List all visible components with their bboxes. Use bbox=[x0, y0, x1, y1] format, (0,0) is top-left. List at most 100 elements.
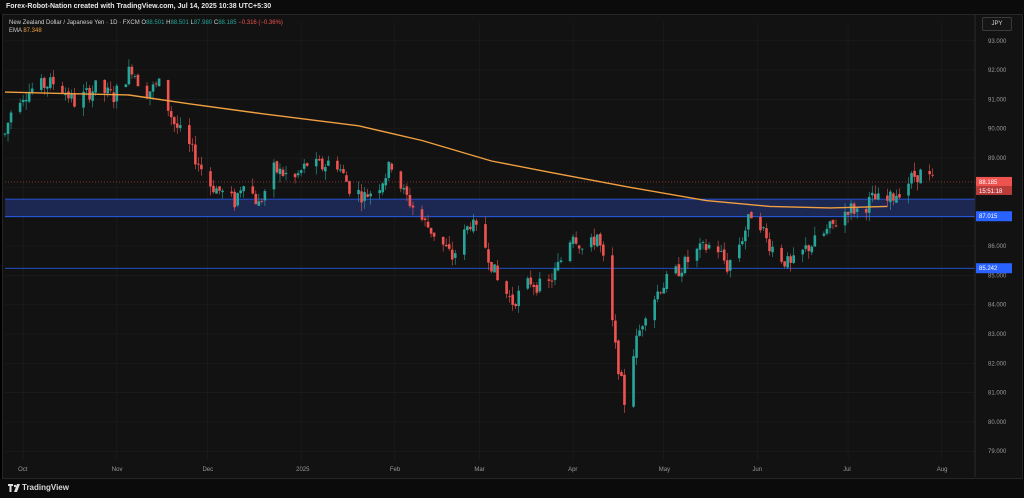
candle-body bbox=[278, 168, 282, 175]
candle-body bbox=[674, 266, 678, 274]
candle-body bbox=[496, 265, 499, 281]
candle-body bbox=[402, 188, 406, 190]
x-tick-label: Apr bbox=[568, 467, 577, 473]
candle-body bbox=[783, 261, 786, 267]
candle-body bbox=[469, 226, 472, 230]
candle-body bbox=[849, 203, 853, 214]
candle-body bbox=[719, 250, 723, 252]
candle-body bbox=[408, 195, 412, 207]
candle-body bbox=[175, 123, 179, 128]
candle-body bbox=[172, 117, 176, 125]
candle-body bbox=[589, 237, 593, 248]
candle-body bbox=[701, 242, 705, 243]
candlestick-chart[interactable]: 93.00092.00091.00090.00089.00088.00087.0… bbox=[0, 0, 1024, 479]
candle-body bbox=[907, 183, 910, 196]
candle-body bbox=[441, 236, 445, 245]
last-price-label-bg bbox=[976, 176, 1012, 187]
candle-body bbox=[73, 94, 76, 107]
candle-body bbox=[157, 78, 161, 87]
candle-body bbox=[704, 244, 708, 250]
candle-body bbox=[82, 91, 85, 108]
ema-value: 87.348 bbox=[23, 28, 42, 34]
candle-body bbox=[339, 169, 342, 171]
ema-line bbox=[4, 91, 888, 209]
y-tick-label: 84.000 bbox=[988, 303, 1007, 309]
candle-body bbox=[381, 183, 385, 193]
candle-body bbox=[834, 225, 838, 227]
candle-body bbox=[511, 294, 514, 305]
candle-body bbox=[254, 193, 258, 205]
candle-body bbox=[747, 214, 750, 230]
candle-body bbox=[299, 170, 303, 173]
candle-body bbox=[444, 244, 448, 247]
candle-body bbox=[913, 170, 916, 177]
x-tick-label: Aug bbox=[937, 467, 948, 473]
candle-body bbox=[61, 85, 64, 94]
candle-body bbox=[109, 89, 113, 91]
candle-body bbox=[30, 88, 34, 93]
candle-body bbox=[638, 330, 641, 336]
x-tick-label: Mar bbox=[474, 467, 484, 473]
candle-body bbox=[405, 186, 409, 195]
legend-row-symbol: New Zealand Dollar / Japanese Yen · 1D ·… bbox=[9, 20, 283, 26]
candle-body bbox=[115, 85, 119, 102]
y-tick-label: 89.000 bbox=[988, 156, 1007, 162]
candle-body bbox=[538, 278, 542, 292]
candle-body bbox=[765, 228, 768, 239]
candle-body bbox=[580, 248, 584, 250]
candle-body bbox=[870, 192, 874, 196]
support-level-label: 85.242 bbox=[979, 266, 998, 272]
candle-body bbox=[620, 372, 623, 376]
candle-body bbox=[698, 243, 702, 250]
candle-body bbox=[559, 260, 563, 263]
candle-body bbox=[810, 246, 814, 253]
candle-body bbox=[106, 87, 110, 94]
candle-body bbox=[399, 171, 403, 189]
y-tick-label: 86.000 bbox=[988, 244, 1007, 250]
candle-body bbox=[284, 172, 288, 175]
x-tick-label: Jun bbox=[752, 467, 762, 473]
y-tick-label: 80.000 bbox=[988, 420, 1007, 426]
candle-body bbox=[200, 164, 203, 170]
candle-body bbox=[242, 186, 246, 192]
candle-body bbox=[360, 191, 363, 203]
candle-body bbox=[348, 181, 351, 194]
candle-body bbox=[825, 228, 829, 234]
candle-body bbox=[363, 192, 366, 201]
candle-body bbox=[759, 216, 762, 231]
candle-body bbox=[463, 229, 466, 255]
candle-body bbox=[768, 239, 771, 252]
last-price-label: 88.185 bbox=[979, 180, 998, 186]
candle-body bbox=[547, 279, 551, 281]
candle-body bbox=[644, 318, 647, 326]
y-tick-label: 92.000 bbox=[988, 68, 1007, 74]
candle-body bbox=[296, 173, 300, 176]
chart-legend: New Zealand Dollar / Japanese Yen · 1D ·… bbox=[9, 19, 283, 35]
candle-body bbox=[828, 221, 832, 229]
candle-body bbox=[275, 161, 279, 173]
candle-body bbox=[124, 84, 128, 88]
candle-body bbox=[46, 86, 49, 89]
candle-body bbox=[281, 169, 285, 176]
chart-frame bbox=[2, 14, 1023, 479]
candle-body bbox=[387, 161, 391, 178]
candle-body bbox=[653, 299, 656, 321]
candle-body bbox=[831, 219, 835, 224]
tradingview-logo-icon bbox=[8, 484, 20, 492]
candle-body bbox=[429, 227, 433, 234]
candle-body bbox=[263, 191, 267, 201]
candle-body bbox=[728, 260, 732, 271]
candle-body bbox=[595, 234, 599, 247]
candle-body bbox=[447, 244, 451, 249]
candle-body bbox=[852, 203, 856, 214]
change-value: −0.316 (−0.36%) bbox=[238, 20, 283, 26]
symbol-name: New Zealand Dollar / Japanese Yen · 1D ·… bbox=[9, 20, 140, 26]
candle-body bbox=[85, 88, 88, 90]
candle-body bbox=[571, 236, 575, 244]
candle-body bbox=[6, 122, 10, 134]
y-tick-label: 82.000 bbox=[988, 361, 1007, 367]
countdown-bg bbox=[976, 185, 1012, 195]
currency-button[interactable]: JPY bbox=[982, 17, 1012, 31]
candle-body bbox=[24, 99, 28, 102]
legend-row-ema: EMA 87.348 bbox=[9, 27, 283, 35]
